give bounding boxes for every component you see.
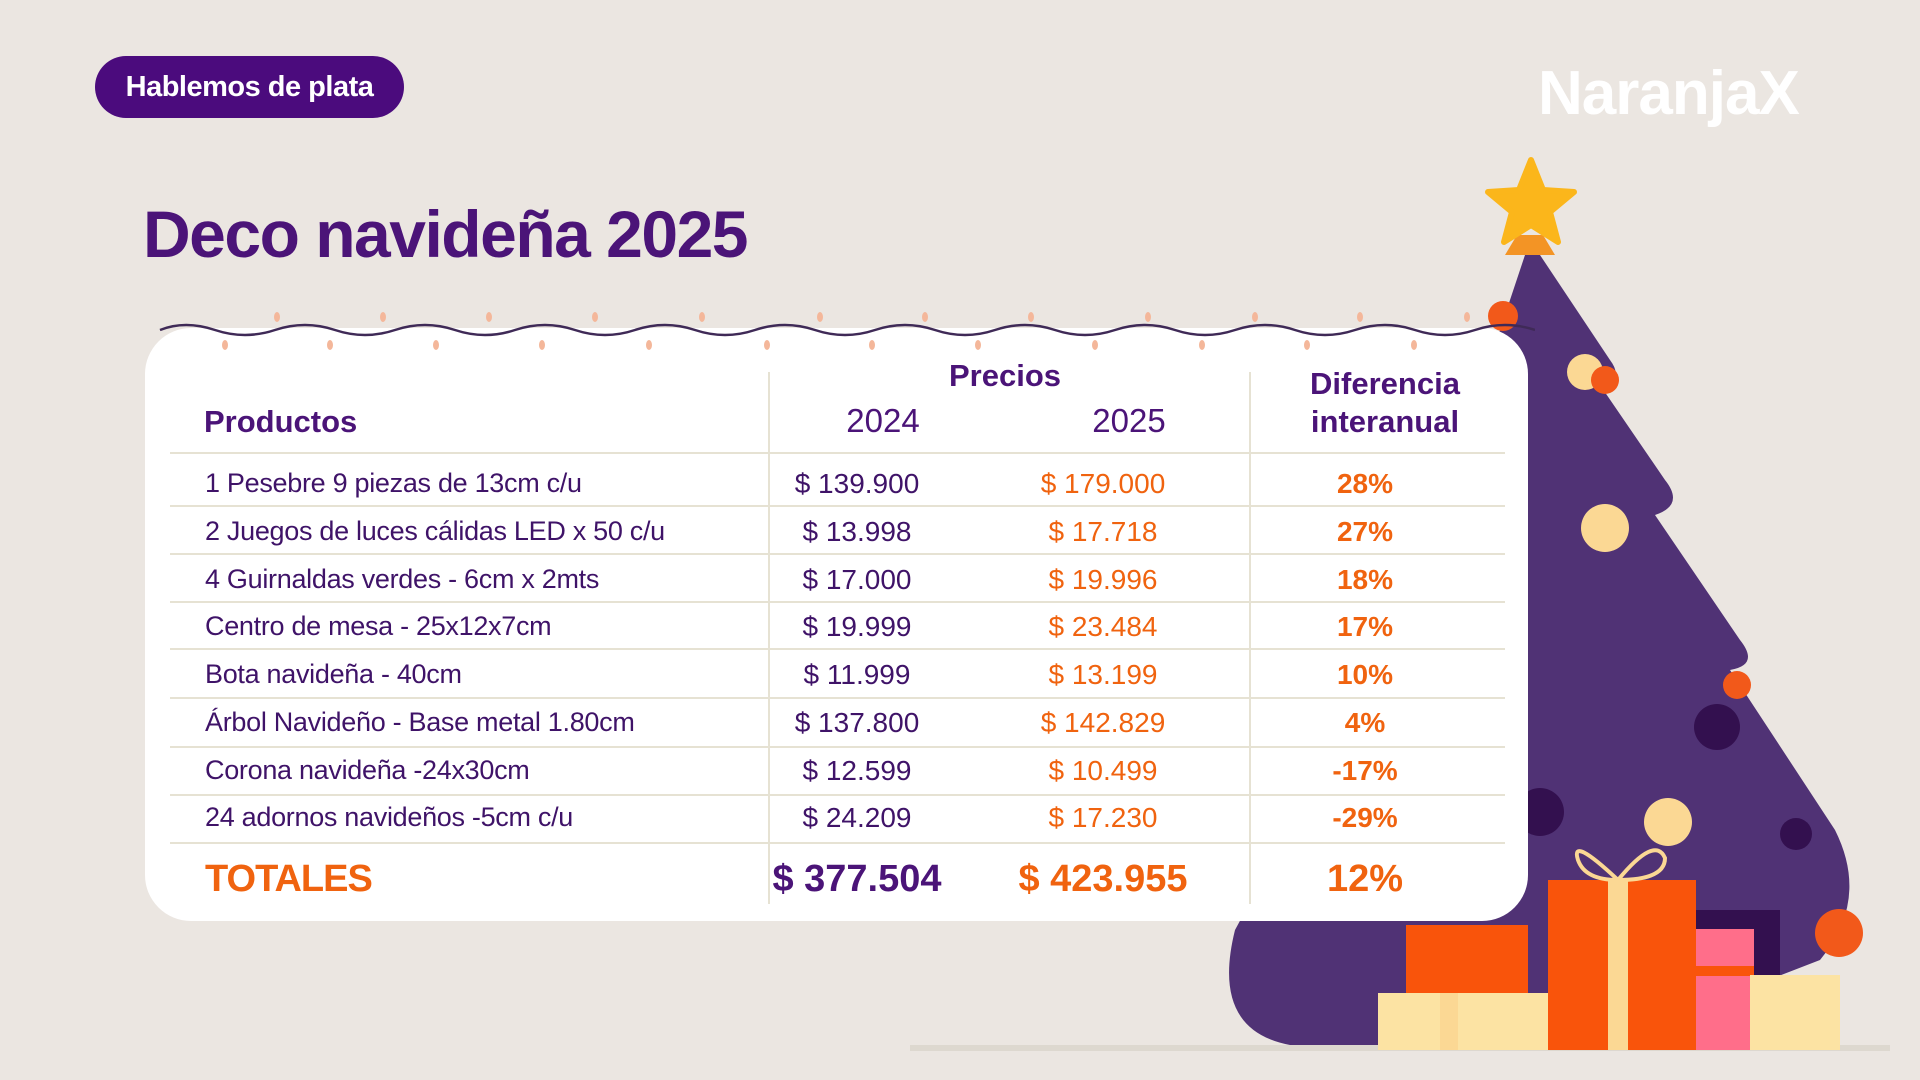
price-2025: $ 17.718: [1048, 516, 1158, 547]
row-divider: [170, 601, 1505, 603]
difference: 28%: [1336, 468, 1394, 499]
row-divider: [170, 648, 1505, 650]
total-difference: 12%: [1326, 858, 1404, 900]
gift-box: [1406, 925, 1528, 995]
price-2024: $ 19.999: [802, 611, 912, 642]
product-name: Centro de mesa - 25x12x7cm: [205, 611, 552, 641]
price-2025: $ 17.230: [1048, 802, 1158, 833]
ornament: [1694, 704, 1740, 750]
price-2024: $ 24.209: [802, 802, 912, 833]
page-title: Deco navideña 2025: [143, 197, 749, 271]
row-divider: [170, 842, 1505, 844]
difference: 27%: [1336, 516, 1394, 547]
price-2024: $ 12.599: [802, 755, 912, 786]
product-name: Árbol Navideño - Base metal 1.80cm: [205, 707, 635, 737]
ornament: [1581, 504, 1629, 552]
difference: 4%: [1344, 707, 1386, 738]
product-name: 24 adornos navideños -5cm c/u: [205, 802, 574, 832]
gift-box: [1750, 975, 1840, 1050]
total-2024: $ 377.504: [772, 858, 942, 900]
table-row: Centro de mesa - 25x12x7cm $ 19.999 $ 23…: [170, 603, 1505, 650]
ornament: [1780, 818, 1812, 850]
gift-bow: [1574, 848, 1668, 883]
header-difference-1: Diferencia: [1310, 366, 1460, 401]
table-row: 1 Pesebre 9 piezas de 13cm c/u $ 139.900…: [170, 460, 1505, 507]
row-divider: [170, 697, 1505, 699]
difference: 10%: [1336, 659, 1394, 690]
ornament: [1815, 909, 1863, 957]
ornament: [1644, 798, 1692, 846]
ornament: [1488, 301, 1518, 331]
table-row: Corona navideña -24x30cm $ 12.599 $ 10.4…: [170, 747, 1505, 794]
price-2024: $ 139.900: [794, 468, 920, 499]
price-2025: $ 142.829: [1040, 707, 1166, 738]
table-row: Árbol Navideño - Base metal 1.80cm $ 137…: [170, 699, 1505, 746]
price-2024: $ 137.800: [794, 707, 920, 738]
gift-ribbon: [1696, 966, 1754, 976]
totals-row: TOTALES $ 377.504 $ 423.955 12%: [170, 851, 1505, 907]
price-2024: $ 17.000: [802, 564, 912, 595]
product-name: 4 Guirnaldas verdes - 6cm x 2mts: [205, 564, 600, 594]
price-2025: $ 13.199: [1048, 659, 1158, 690]
section-badge: Hablemos de plata: [95, 56, 404, 118]
row-divider: [170, 553, 1505, 555]
product-name: Bota navideña - 40cm: [205, 659, 462, 689]
gift-box-pink: [1696, 929, 1754, 1050]
star-base: [1505, 235, 1555, 255]
header-2025: 2025: [1092, 402, 1166, 439]
row-divider: [170, 746, 1505, 748]
column-divider: [768, 372, 770, 904]
gift-box: [1378, 993, 1548, 1050]
row-divider: [170, 452, 1505, 454]
header-2024: 2024: [846, 402, 920, 439]
difference: -29%: [1332, 802, 1398, 833]
table-row: 4 Guirnaldas verdes - 6cm x 2mts $ 17.00…: [170, 556, 1505, 603]
ornament: [1723, 671, 1751, 699]
product-name: Corona navideña -24x30cm: [205, 755, 530, 785]
price-2025: $ 10.499: [1048, 755, 1158, 786]
star-icon: [1485, 157, 1577, 245]
header-difference-2: interanual: [1310, 404, 1460, 439]
ornament: [1516, 788, 1564, 836]
ornament: [1591, 366, 1619, 394]
row-divider: [170, 794, 1505, 796]
price-2025: $ 23.484: [1048, 611, 1158, 642]
totals-label: TOTALES: [205, 858, 373, 900]
string-lights-decoration: [159, 312, 1535, 350]
total-2025: $ 423.955: [1018, 858, 1188, 900]
header-prices: Precios: [948, 358, 1061, 393]
price-2024: $ 11.999: [803, 659, 911, 690]
table-row: 24 adornos navideños -5cm c/u $ 24.209 $…: [170, 794, 1505, 841]
price-2025: $ 19.996: [1048, 564, 1158, 595]
column-divider: [1249, 372, 1251, 904]
difference: -17%: [1332, 755, 1398, 786]
gift-ribbon: [1608, 880, 1628, 1050]
gift-ribbon: [1440, 993, 1458, 1050]
row-divider: [170, 505, 1505, 507]
difference: 17%: [1336, 611, 1394, 642]
table-row: 2 Juegos de luces cálidas LED x 50 c/u $…: [170, 508, 1505, 555]
price-table-card: [145, 328, 1528, 921]
product-name: 2 Juegos de luces cálidas LED x 50 c/u: [205, 516, 665, 546]
price-2024: $ 13.998: [802, 516, 912, 547]
price-2025: $ 179.000: [1040, 468, 1166, 499]
header-products: Productos: [204, 404, 358, 439]
difference: 18%: [1336, 564, 1394, 595]
brand-logo: NaranjaX: [1538, 59, 1800, 128]
table-row: Bota navideña - 40cm $ 11.999 $ 13.199 1…: [170, 651, 1505, 698]
product-name: 1 Pesebre 9 piezas de 13cm c/u: [205, 468, 582, 498]
